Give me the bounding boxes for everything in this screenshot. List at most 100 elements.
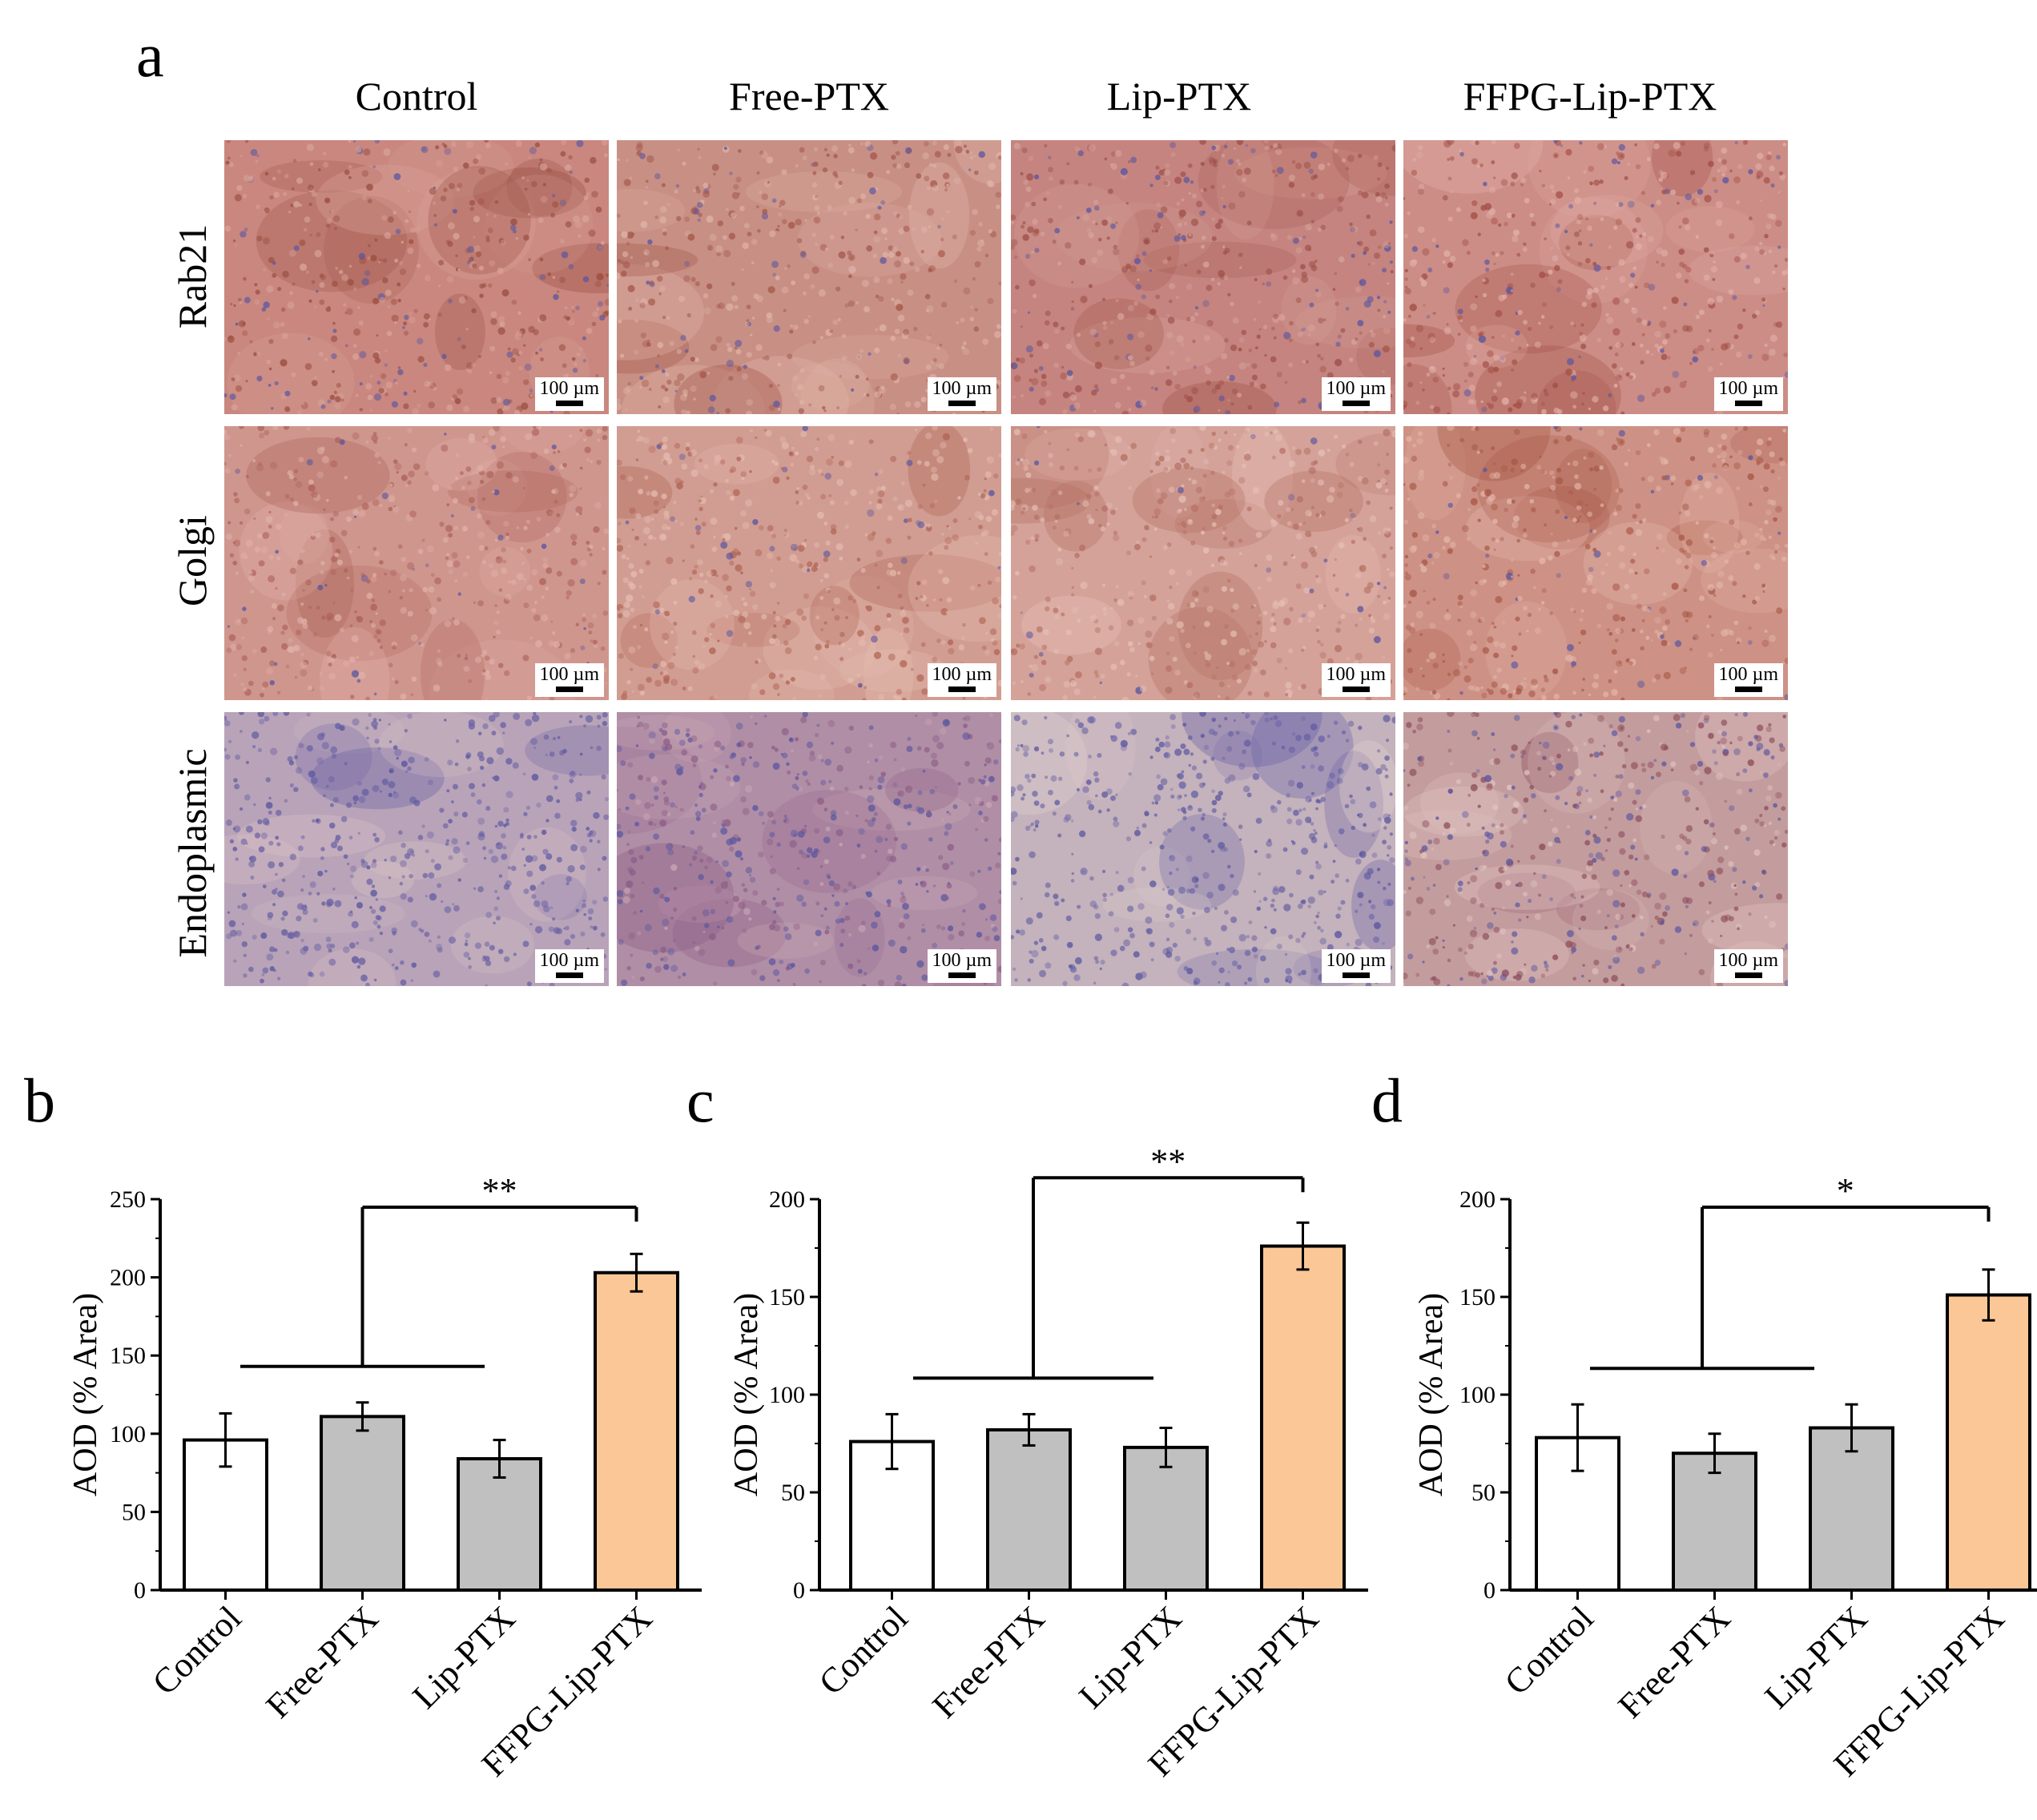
scale-bar-label: 100 µm	[539, 950, 600, 971]
scale-bar-line	[1734, 972, 1762, 978]
scale-bar-label: 100 µm	[932, 664, 992, 685]
scale-bar-line	[948, 401, 976, 406]
scale-bar: 100 µm	[927, 663, 996, 697]
y-tick-label: 100	[769, 1382, 805, 1408]
column-header-control: Control	[355, 74, 478, 119]
bar-free-ptx	[320, 1415, 405, 1592]
y-tick-label: 50	[1471, 1480, 1496, 1506]
scale-bar-line	[1734, 401, 1762, 406]
y-tick-label: 150	[110, 1343, 146, 1369]
y-tick-label: 50	[781, 1480, 805, 1506]
scale-bar-line	[948, 687, 976, 692]
panel-b-letter: b	[24, 1065, 55, 1135]
column-header-ffpg-lip-ptx: FFPG-Lip-PTX	[1463, 74, 1717, 119]
y-tick-label: 150	[1459, 1284, 1496, 1311]
y-tick-label: 100	[110, 1421, 146, 1448]
scale-bar: 100 µm	[1321, 377, 1391, 411]
bar-free-ptx	[986, 1427, 1072, 1592]
panel-d-letter: d	[1371, 1065, 1403, 1135]
column-header-free-ptx: Free-PTX	[729, 74, 889, 119]
micrograph-texture	[1011, 712, 1395, 986]
scale-bar-line	[555, 687, 583, 692]
significance-stars: **	[482, 1171, 517, 1210]
micrograph-texture	[1011, 426, 1395, 700]
x-tick-label: Free-PTX	[924, 1598, 1052, 1725]
scale-bar: 100 µm	[927, 949, 996, 983]
scale-bar-line	[948, 972, 976, 978]
scale-bar-label: 100 µm	[932, 378, 992, 399]
y-axis-label: AOD (% Area)	[67, 1293, 104, 1496]
micrograph-endoplasmic-control: 100 µm	[224, 712, 609, 986]
scale-bar: 100 µm	[927, 377, 996, 411]
scale-bar-line	[1342, 972, 1370, 978]
micrograph-rab21-lip-ptx: 100 µm	[1011, 140, 1395, 414]
y-tick-label: 200	[1459, 1186, 1496, 1213]
y-axis-label: AOD (% Area)	[728, 1293, 765, 1496]
scale-bar: 100 µm	[1321, 949, 1391, 983]
y-tick-label: 150	[769, 1284, 805, 1311]
x-tick-label: Control	[145, 1598, 249, 1702]
x-tick-label: Lip-PTX	[405, 1598, 523, 1716]
micrograph-rab21-ffpg-lip-ptx: 100 µm	[1403, 140, 1788, 414]
micrograph-texture	[617, 140, 1001, 414]
scale-bar-label: 100 µm	[1326, 950, 1387, 971]
bar-ffpg-lip-ptx	[1260, 1244, 1346, 1592]
panel-a-letter: a	[136, 20, 164, 90]
scale-bar-label: 100 µm	[1718, 378, 1779, 399]
micrograph-golgi-lip-ptx: 100 µm	[1011, 426, 1395, 700]
y-tick-label: 100	[1459, 1382, 1496, 1408]
scale-bar: 100 µm	[1321, 663, 1391, 697]
micrograph-golgi-free-ptx: 100 µm	[617, 426, 1001, 700]
y-tick-label: 250	[110, 1186, 146, 1213]
scale-bar-label: 100 µm	[1326, 664, 1387, 685]
micrograph-texture	[224, 712, 609, 986]
scale-bar: 100 µm	[534, 663, 604, 697]
micrograph-texture	[1403, 426, 1788, 700]
micrograph-texture	[617, 712, 1001, 986]
scale-bar-line	[555, 972, 583, 978]
x-tick-label: Control	[811, 1598, 916, 1702]
y-tick-label: 200	[769, 1186, 805, 1213]
scale-bar-label: 100 µm	[1326, 378, 1387, 399]
micrograph-endoplasmic-free-ptx: 100 µm	[617, 712, 1001, 986]
micrograph-texture	[1011, 140, 1395, 414]
bar-lip-ptx	[1123, 1445, 1209, 1592]
x-tick-label: Lip-PTX	[1757, 1598, 1875, 1716]
scale-bar: 100 µm	[1713, 663, 1783, 697]
micrograph-rab21-control: 100 µm	[224, 140, 609, 414]
micrograph-texture	[1403, 712, 1788, 986]
scale-bar-line	[555, 401, 583, 406]
bar-ffpg-lip-ptx	[594, 1270, 679, 1592]
scale-bar-line	[1734, 687, 1762, 692]
x-tick-label: Free-PTX	[1610, 1598, 1737, 1725]
scale-bar: 100 µm	[1713, 377, 1783, 411]
panel-c-letter: c	[686, 1065, 715, 1135]
micrograph-texture	[617, 426, 1001, 700]
micrograph-rab21-free-ptx: 100 µm	[617, 140, 1001, 414]
y-tick-label: 50	[122, 1499, 146, 1525]
x-tick-label: Lip-PTX	[1072, 1598, 1190, 1716]
bar-free-ptx	[1672, 1452, 1757, 1592]
bar-ffpg-lip-ptx	[1946, 1293, 2031, 1592]
scale-bar-label: 100 µm	[1718, 950, 1779, 971]
y-tick-label: 0	[793, 1577, 805, 1604]
y-tick-label: 200	[110, 1265, 146, 1291]
micrograph-texture	[224, 426, 609, 700]
scale-bar: 100 µm	[1713, 949, 1783, 983]
x-tick-label: Free-PTX	[258, 1598, 385, 1725]
scale-bar: 100 µm	[534, 949, 604, 983]
scale-bar-label: 100 µm	[1718, 664, 1779, 685]
scale-bar-line	[1342, 687, 1370, 692]
y-tick-label: 0	[1483, 1577, 1496, 1604]
scale-bar-label: 100 µm	[932, 950, 992, 971]
micrograph-texture	[1403, 140, 1788, 414]
micrograph-endoplasmic-ffpg-lip-ptx: 100 µm	[1403, 712, 1788, 986]
micrograph-golgi-ffpg-lip-ptx: 100 µm	[1403, 426, 1788, 700]
y-tick-label: 0	[134, 1577, 146, 1604]
significance-stars: *	[1837, 1171, 1854, 1210]
significance-stars: **	[1150, 1142, 1186, 1181]
y-axis-label: AOD (% Area)	[1413, 1293, 1450, 1496]
column-header-lip-ptx: Lip-PTX	[1106, 74, 1252, 119]
scale-bar-label: 100 µm	[539, 378, 600, 399]
